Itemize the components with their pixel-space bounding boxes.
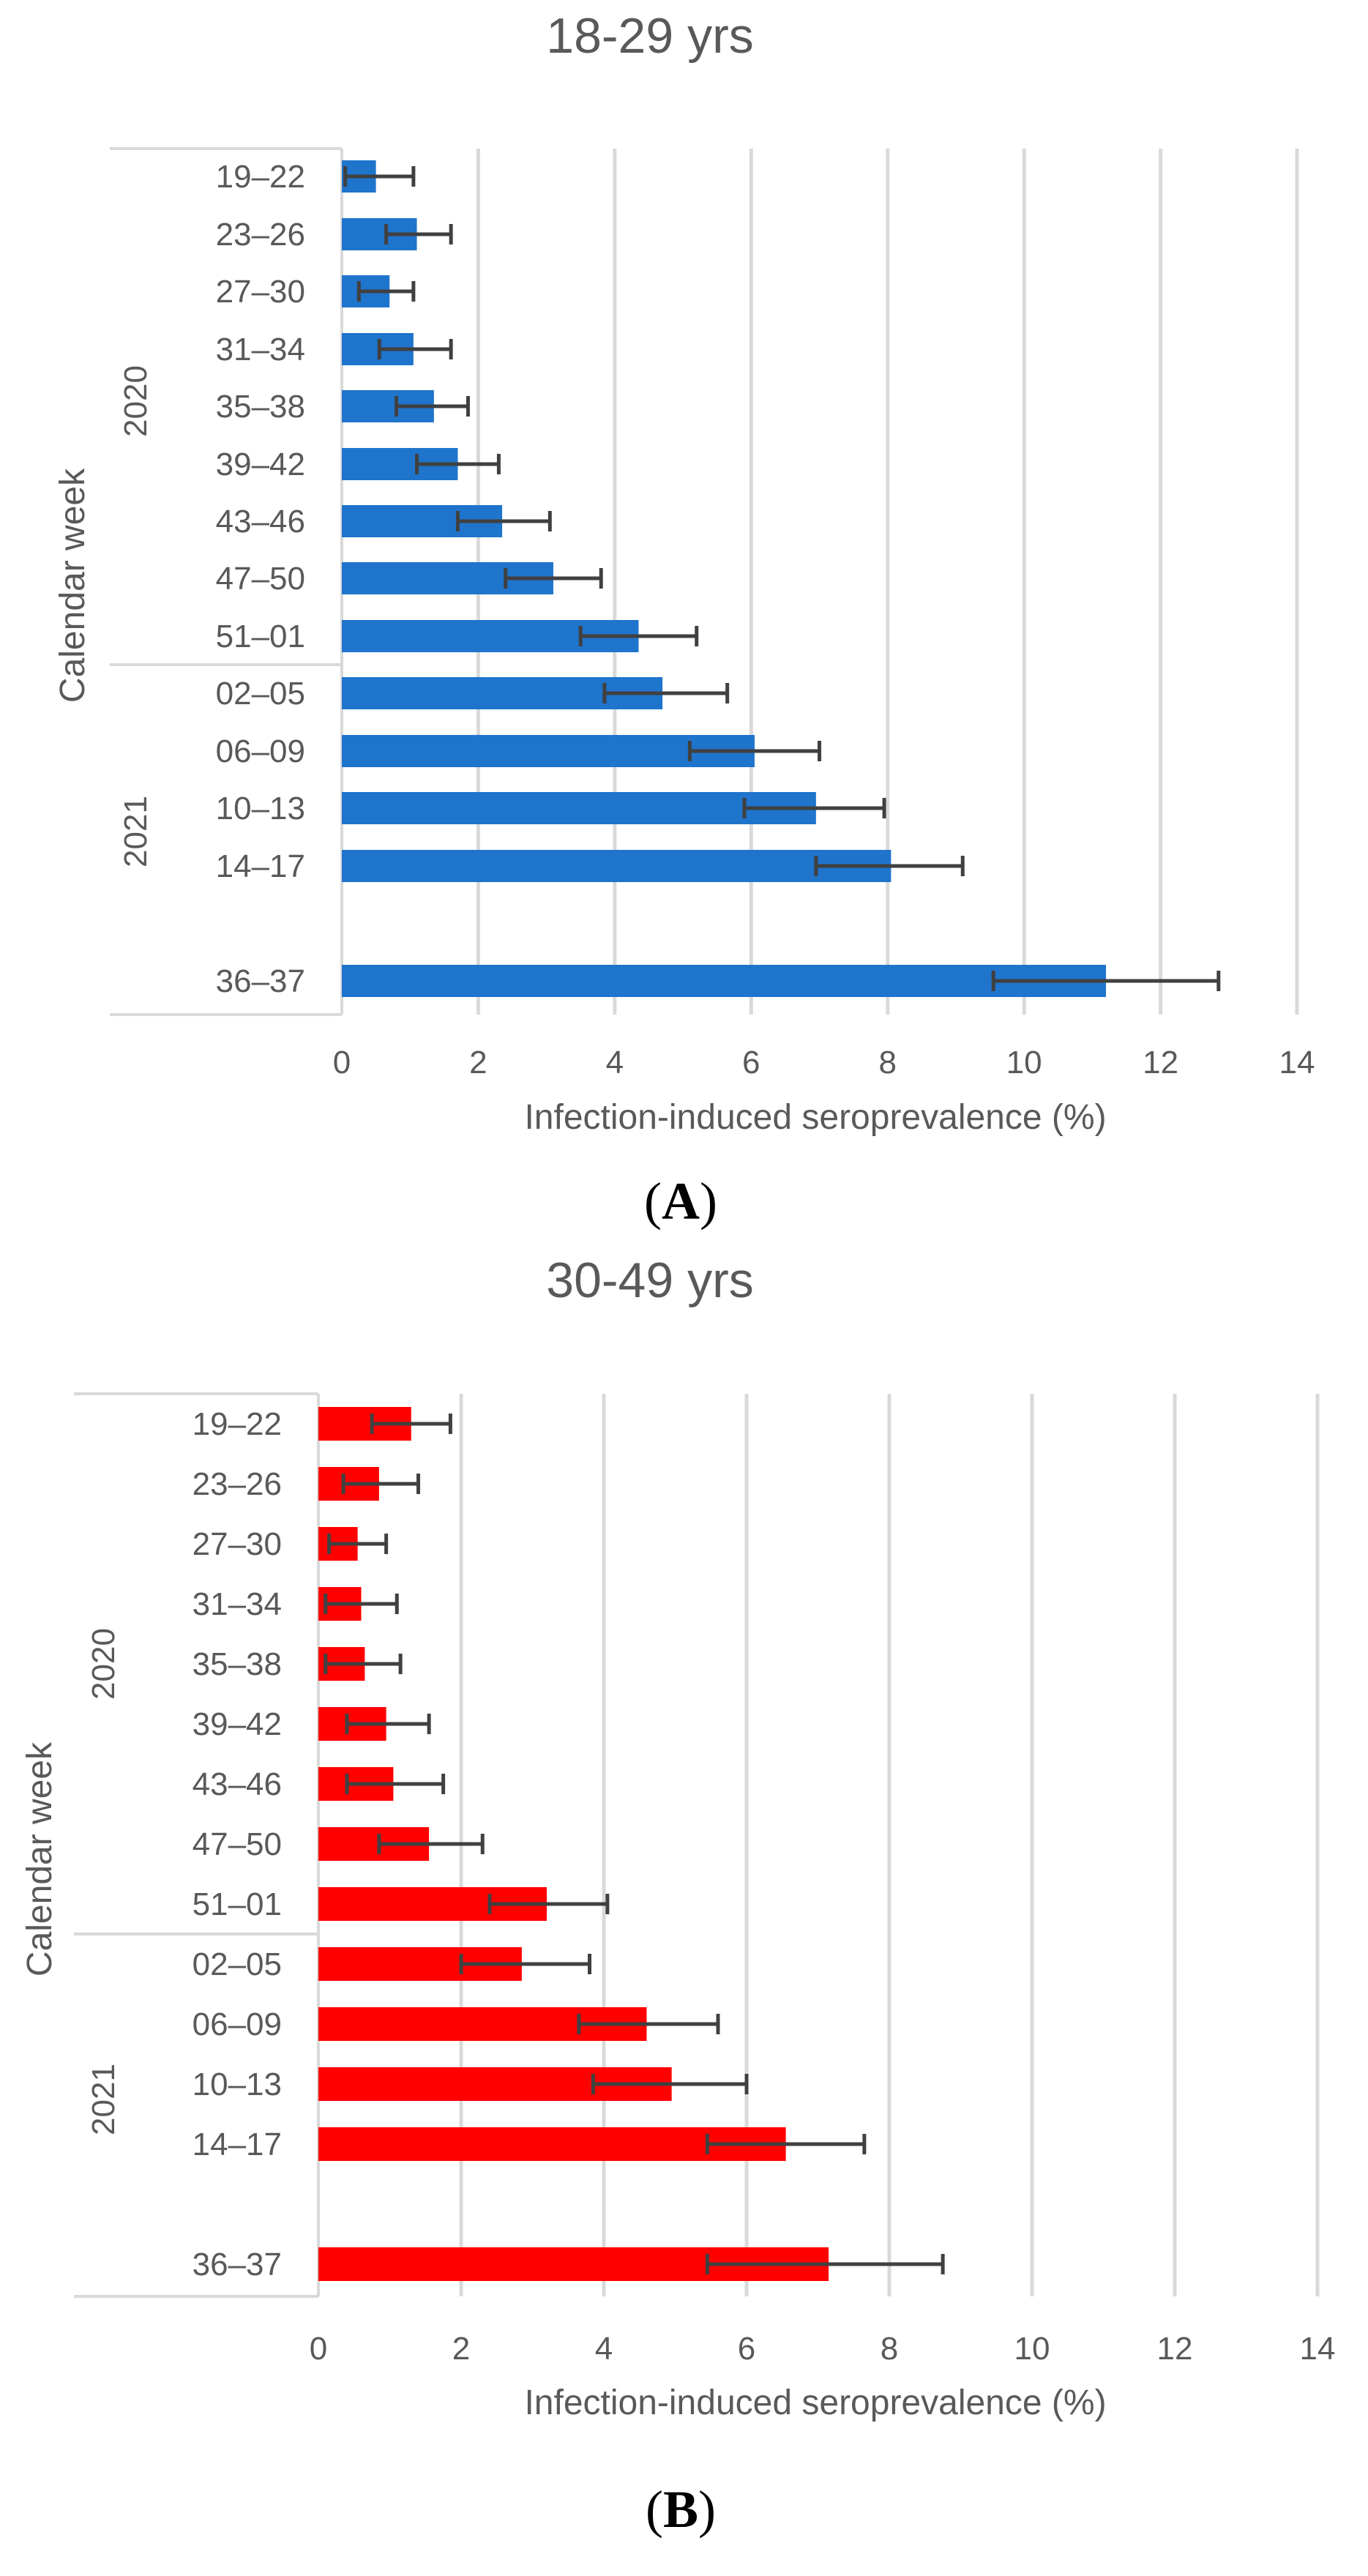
chart-b-category-label: 23–26 xyxy=(193,1466,282,1502)
chart-b-category-label: 19–22 xyxy=(193,1406,282,1442)
chart-a-x-axis-label: Infection-induced seroprevalence (%) xyxy=(524,1098,1106,1137)
chart-b-category-label: 02–05 xyxy=(193,1946,282,1982)
chart-a-y-axis-label: Calendar week xyxy=(53,468,92,703)
chart-a-category-label: 43–46 xyxy=(216,504,305,540)
chart-a-category-label: 10–13 xyxy=(216,791,305,826)
chart-b-panel-label: (B) xyxy=(646,2480,716,2539)
chart-a-x-tick-label: 10 xyxy=(1006,1045,1042,1080)
chart-a-bar xyxy=(342,850,892,882)
chart-a-x-tick-label: 12 xyxy=(1143,1045,1178,1080)
chart-a-x-tick-label: 8 xyxy=(878,1045,896,1080)
chart-a-x-tick-label: 6 xyxy=(742,1045,760,1080)
chart-a-category-label: 36–37 xyxy=(216,963,305,999)
chart-a-category-label: 19–22 xyxy=(216,159,305,195)
chart-a-18-29: 18-29 yrs 0 2 4 6 8 10 12 14 19–22 23–26 27–30 31–3… xyxy=(53,8,1315,1231)
chart-a-category-label: 06–09 xyxy=(216,733,305,769)
chart-a-category-label: 23–26 xyxy=(216,217,305,253)
chart-a-category-label: 27–30 xyxy=(216,274,305,310)
chart-a-panel-label: (A) xyxy=(644,1172,717,1231)
chart-a-x-tick-label: 2 xyxy=(469,1045,487,1080)
chart-b-x-tick-label: 8 xyxy=(881,2331,898,2367)
chart-b-x-tick-label: 14 xyxy=(1300,2331,1336,2367)
chart-b-group-label-2021: 2021 xyxy=(86,2064,122,2135)
chart-a-category-label: 02–05 xyxy=(216,676,305,712)
chart-b-category-label: 36–37 xyxy=(193,2247,282,2282)
chart-b-category-label: 10–13 xyxy=(193,2067,282,2102)
chart-b-category-label: 39–42 xyxy=(193,1706,282,1742)
chart-a-title: 18-29 yrs xyxy=(546,8,753,64)
chart-b-x-axis-label: Infection-induced seroprevalence (%) xyxy=(524,2383,1106,2422)
chart-b-x-tick-label: 12 xyxy=(1157,2331,1193,2367)
chart-b-30-49: 30-49 yrs 0 2 4 6 8 10 12 14 19–22 23–26 27–30 31–3… xyxy=(20,1252,1335,2539)
chart-b-x-tick-label: 4 xyxy=(595,2331,613,2367)
chart-b-category-label: 06–09 xyxy=(193,2006,282,2042)
chart-b-category-label: 27–30 xyxy=(193,1526,282,1562)
chart-a-bar xyxy=(342,965,1106,997)
chart-a-category-label: 47–50 xyxy=(216,561,305,597)
chart-b-x-tick-label: 6 xyxy=(738,2331,755,2367)
chart-a-group-label-2021: 2021 xyxy=(118,796,154,867)
chart-b-x-tick-label: 10 xyxy=(1014,2331,1050,2367)
chart-a-category-label: 51–01 xyxy=(216,619,305,654)
chart-b-category-label: 31–34 xyxy=(193,1586,282,1622)
chart-b-title: 30-49 yrs xyxy=(546,1252,753,1308)
chart-b-category-label: 51–01 xyxy=(193,1886,282,1922)
chart-a-bar xyxy=(342,735,755,767)
chart-a-x-tick-label: 0 xyxy=(333,1045,351,1080)
chart-b-category-label: 47–50 xyxy=(193,1826,282,1862)
chart-a-group-label-2020: 2020 xyxy=(118,365,154,437)
chart-a-x-tick-label: 14 xyxy=(1279,1045,1315,1080)
chart-a-category-label: 35–38 xyxy=(216,389,305,425)
chart-a-category-label: 39–42 xyxy=(216,447,305,482)
chart-a-x-tick-label: 4 xyxy=(606,1045,624,1080)
chart-a-category-label: 31–34 xyxy=(216,332,305,367)
chart-b-x-tick-label: 0 xyxy=(310,2331,327,2367)
chart-a-bar xyxy=(342,792,816,824)
chart-b-category-label: 43–46 xyxy=(193,1766,282,1802)
chart-b-x-tick-label: 2 xyxy=(452,2331,470,2367)
chart-a-category-label: 14–17 xyxy=(216,848,305,884)
chart-b-category-label: 35–38 xyxy=(193,1646,282,1682)
chart-b-category-label: 14–17 xyxy=(193,2127,282,2162)
chart-b-group-label-2020: 2020 xyxy=(86,1628,122,1700)
chart-b-y-axis-label: Calendar week xyxy=(20,1741,59,1976)
